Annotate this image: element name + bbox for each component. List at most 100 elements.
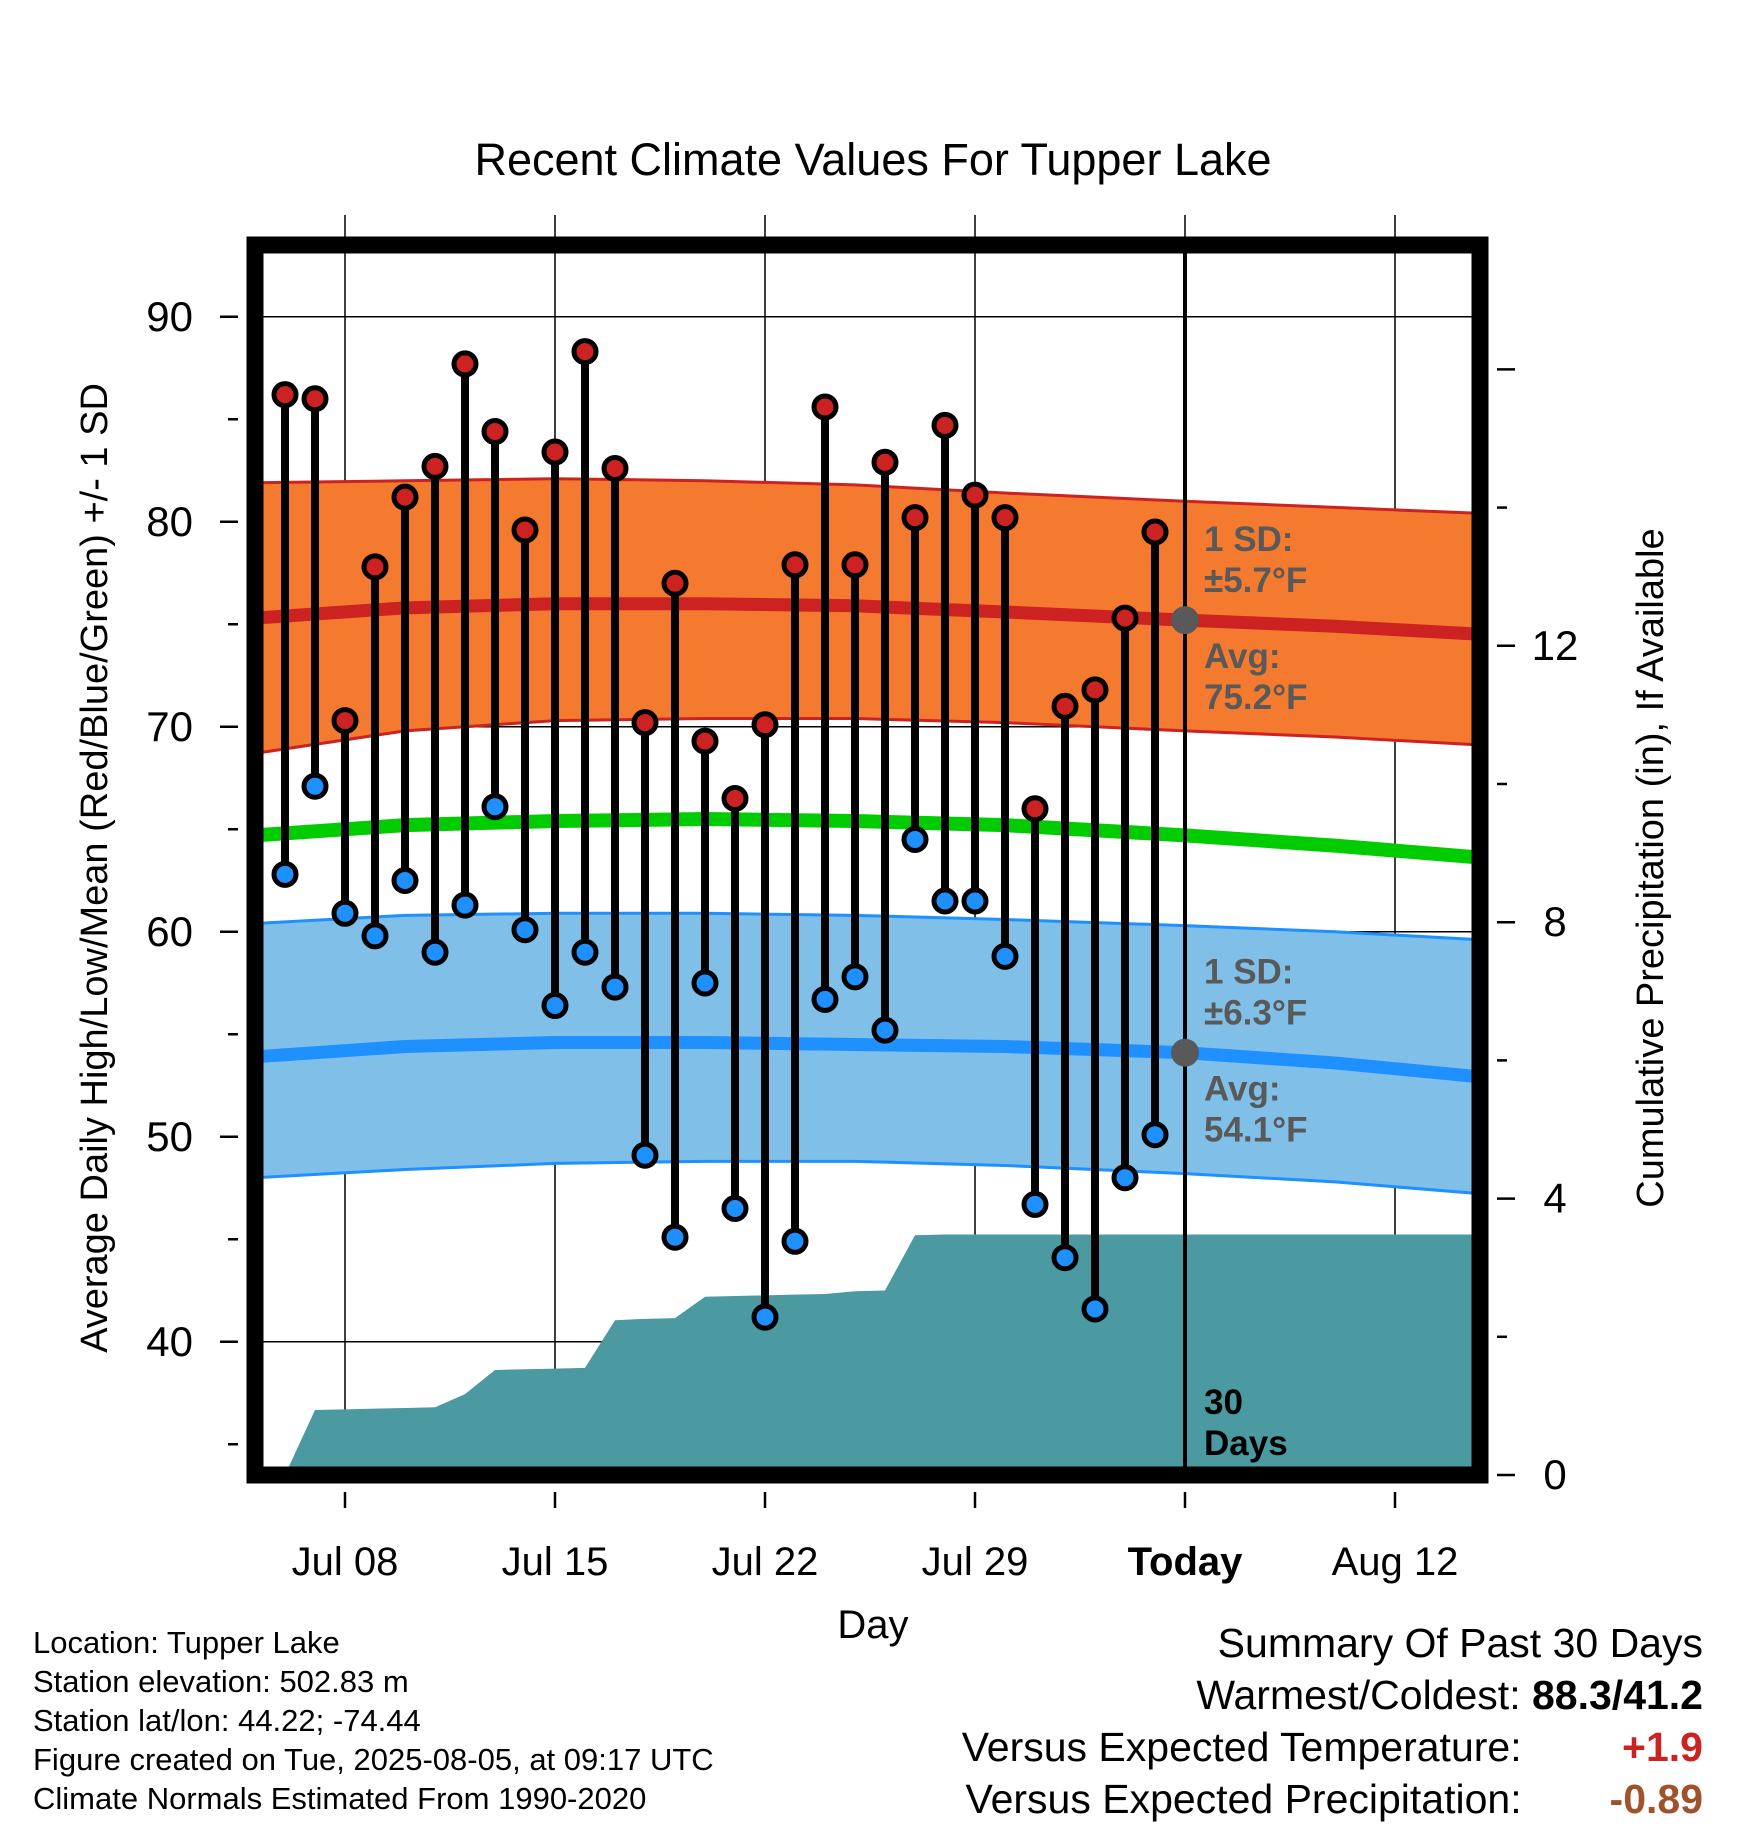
summary-temp-value: +1.9: [1622, 1724, 1703, 1770]
precipitation-area-fill: [255, 1234, 1485, 1475]
daily-high-point: [1081, 676, 1109, 704]
annotation-high-sd-line-1: 1 SD:: [1204, 520, 1293, 559]
y-tick-label-40: 40: [146, 1318, 193, 1365]
summary-warmest-value: 88.3/41.2: [1532, 1672, 1703, 1718]
annotation-high-avg-line-1: Avg:: [1204, 637, 1280, 676]
daily-high-point: [781, 551, 809, 579]
daily-high-point: [991, 504, 1019, 532]
annotation-low-sd-line-2: ±6.3°F: [1204, 994, 1307, 1033]
normal-high-sd-band: [255, 478, 1485, 754]
daily-low-point: [271, 860, 299, 888]
normal-low-sd-band: [255, 913, 1485, 1195]
daily-high-point: [361, 553, 389, 581]
daily-high-point: [961, 481, 989, 509]
daily-high-point: [271, 381, 299, 409]
info-latlon: Station lat/lon: 44.22; -74.44: [33, 1703, 421, 1738]
normal-low-line: [254, 1035, 1486, 1084]
axes: 40 50 60 70 80 90 0 4 8 12 Jul 08 Jul 15 Jul 22 Jul 2…: [146, 293, 1578, 1584]
x-axis-label: Day: [837, 1603, 908, 1647]
daily-low-point: [781, 1227, 809, 1255]
daily-high-point: [541, 438, 569, 466]
daily-low-point: [1021, 1190, 1049, 1218]
daily-low-point: [601, 973, 629, 1001]
annotation-low-sd-line-1: 1 SD:: [1204, 953, 1293, 992]
today-avg-low-dot: [1171, 1038, 1199, 1067]
x-tick-label-jul-22: Jul 22: [712, 1540, 819, 1584]
daily-high-point: [631, 709, 659, 737]
daily-high-point: [391, 483, 419, 511]
daily-high-point: [871, 448, 899, 476]
info-location: Location: Tupper Lake: [33, 1625, 340, 1660]
y-tick-label-60: 60: [146, 908, 193, 955]
daily-high-point: [901, 504, 929, 532]
daily-low-point: [1141, 1121, 1169, 1149]
daily-high-point: [1141, 518, 1169, 546]
daily-high-point: [1051, 692, 1079, 720]
normal-low-sd-lower-line: [254, 1159, 1486, 1196]
y-axis-label: Average Daily High/Low/Mean (Red/Blue/Gr…: [74, 383, 116, 1353]
daily-high-point: [841, 551, 869, 579]
y2-tick-label-8: 8: [1543, 898, 1566, 945]
normal-mean-line: [254, 811, 1486, 865]
daily-low-point: [541, 992, 569, 1020]
daily-low-point: [511, 916, 539, 944]
daily-high-point: [511, 516, 539, 544]
y-tick-label-70: 70: [146, 703, 193, 750]
x-tick-label-today: Today: [1128, 1540, 1244, 1584]
y2-tick-label-0: 0: [1543, 1451, 1566, 1498]
daily-low-point: [481, 793, 509, 821]
summary-temp-label: Versus Expected Temperature:: [961, 1724, 1522, 1770]
y2-tick-label-4: 4: [1543, 1175, 1566, 1222]
annotation-window-line-1: 30: [1204, 1383, 1243, 1422]
info-normals: Climate Normals Estimated From 1990-2020: [33, 1781, 647, 1816]
summary-title: Summary Of Past 30 Days: [1217, 1620, 1703, 1666]
daily-low-point: [301, 772, 329, 800]
y2-axis-label: Cumulative Precipitation (in), If Availa…: [1630, 528, 1672, 1207]
daily-low-point: [421, 938, 449, 966]
daily-low-point: [811, 985, 839, 1013]
daily-low-point: [571, 938, 599, 966]
precipitation-area: [255, 1234, 1485, 1475]
normal-high-sd-upper-line: [254, 477, 1486, 516]
daily-low-point: [961, 887, 989, 915]
daily-low-point: [901, 826, 929, 853]
daily-high-point: [421, 452, 449, 480]
plot-border: [246, 236, 1489, 1484]
daily-high-point: [301, 385, 329, 413]
y2-tick-label-12: 12: [1532, 622, 1579, 669]
x-tick-label-jul-08: Jul 08: [292, 1540, 399, 1584]
annotation-window-line-2: Days: [1204, 1424, 1288, 1463]
daily-high-point: [571, 338, 599, 366]
y-tick-label-50: 50: [146, 1113, 193, 1160]
daily-low-point: [841, 963, 869, 991]
summary-warmest-label: Warmest/Coldest:: [1196, 1672, 1521, 1718]
chart-title: Recent Climate Values For Tupper Lake: [474, 134, 1271, 185]
daily-low-point: [691, 969, 719, 997]
daily-low-point: [331, 899, 359, 927]
daily-low-point: [1111, 1164, 1139, 1192]
summary-precip-value: -0.89: [1609, 1776, 1703, 1822]
summary-temp: Versus Expected Temperature: +1.9: [962, 1724, 1703, 1771]
y-tick-label-80: 80: [146, 498, 193, 545]
daily-high-point: [751, 711, 779, 739]
today-avg-high-dot: [1171, 606, 1199, 635]
daily-low-point: [361, 922, 389, 950]
daily-low-point: [1051, 1244, 1079, 1272]
y-tick-label-90: 90: [146, 293, 193, 340]
daily-bars: [271, 338, 1169, 1331]
daily-low-point: [661, 1223, 689, 1251]
summary-precip-label: Versus Expected Precipitation:: [965, 1776, 1522, 1822]
daily-low-point: [631, 1141, 659, 1169]
daily-high-point: [691, 727, 719, 755]
daily-high-point: [1111, 604, 1139, 632]
daily-high-point: [481, 418, 509, 446]
annotation-high-sd-line-2: ±5.7°F: [1204, 561, 1307, 600]
x-tick-label-aug-12: Aug 12: [1332, 1540, 1459, 1584]
annotation-low-avg-line-2: 54.1°F: [1204, 1111, 1308, 1150]
daily-low-point: [871, 1016, 899, 1044]
daily-high-point: [931, 411, 959, 439]
daily-high-point: [811, 393, 839, 421]
daily-low-point: [1081, 1295, 1109, 1323]
